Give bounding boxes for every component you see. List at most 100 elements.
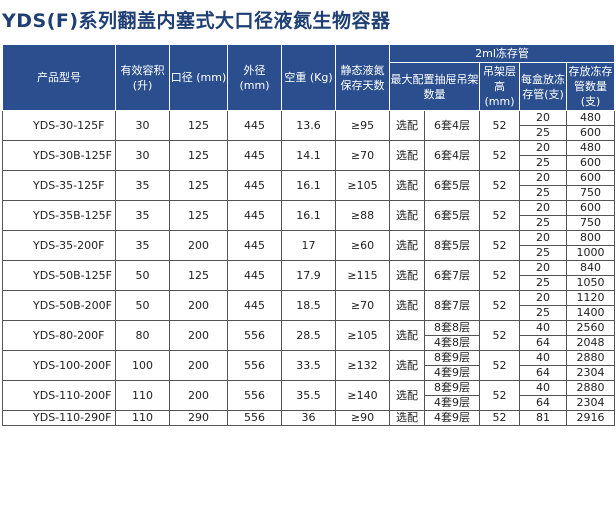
outer-cell: 445 [227, 290, 282, 321]
volume-cell: 110 [115, 410, 170, 426]
volume-cell: 35 [115, 230, 170, 261]
volume-cell: 30 [115, 110, 170, 141]
rack-height-cell: 52 [479, 380, 520, 411]
per-box-cell: 20 [519, 260, 567, 276]
rack-config-cell: 4套9层 [424, 410, 480, 426]
rack-config-cell: 6套5层 [424, 170, 480, 201]
rack-height-cell: 52 [479, 320, 520, 351]
rack-config-cell: 8套8层 [424, 320, 480, 336]
capacity-cell: 2880 [565, 350, 616, 366]
model-cell: YDS-50B-200F [2, 290, 116, 321]
outer-cell: 445 [227, 170, 282, 201]
rack-height-cell: 52 [479, 170, 520, 201]
model-cell: YDS-30B-125F [2, 140, 116, 171]
capacity-cell: 2916 [565, 410, 616, 426]
capacity-cell: 1050 [565, 275, 616, 291]
table-row: YDS-30-125F 30 125 445 13.6 ≥95 选配 6套4层 52 20 480 [2, 110, 616, 141]
header-group: 2ml冻存管 [388, 44, 616, 63]
hold-cell: ≥70 [335, 290, 390, 321]
table-row: 25 1400 [3, 305, 616, 321]
weight-cell: 35.5 [281, 380, 336, 411]
header-volume: 有效容积 (升) [115, 44, 170, 111]
per-box-cell: 25 [519, 155, 567, 171]
header-weight: 空重 (Kg) [281, 44, 336, 111]
per-box-cell: 25 [519, 185, 567, 201]
weight-cell: 33.5 [281, 350, 336, 381]
capacity-cell: 2880 [565, 380, 616, 396]
table-row: 25 1050 [3, 275, 616, 291]
spec-table: 产品型号 有效容积 (升) 口径 (mm) 外径 (mm) 空重 (Kg) 静态… [2, 44, 616, 426]
per-box-cell: 20 [519, 290, 567, 306]
hold-cell: ≥90 [335, 410, 390, 426]
model-cell: YDS-110-200F [2, 380, 116, 411]
model-cell: YDS-80-200F [2, 320, 116, 351]
capacity-cell: 480 [565, 110, 616, 126]
table-row: 25 750 [3, 185, 616, 201]
weight-cell: 16.1 [281, 170, 336, 201]
weight-cell: 14.1 [281, 140, 336, 171]
capacity-cell: 2560 [565, 320, 616, 336]
neck-cell: 200 [169, 380, 228, 411]
per-box-cell: 25 [519, 125, 567, 141]
capacity-cell: 600 [565, 200, 616, 216]
table-row: 4套8层 64 2048 [3, 335, 616, 351]
table-row: YDS-35B-125F 35 125 445 16.1 ≥88 选配 6套5层 52 20 600 [2, 200, 616, 231]
neck-cell: 200 [169, 230, 228, 261]
rack-config-cell: 8套9层 [424, 350, 480, 366]
volume-cell: 35 [115, 170, 170, 201]
option-cell: 选配 [389, 350, 425, 381]
hold-cell: ≥60 [335, 230, 390, 261]
weight-cell: 16.1 [281, 200, 336, 231]
hold-cell: ≥70 [335, 140, 390, 171]
volume-cell: 110 [115, 380, 170, 411]
volume-cell: 35 [115, 200, 170, 231]
rack-config-cell: 6套4层 [424, 110, 480, 141]
per-box-cell: 81 [519, 410, 567, 426]
rack-config-cell: 4套9层 [424, 365, 480, 381]
header-max-config: 最大配置抽屉吊架数量 [389, 62, 480, 111]
capacity-cell: 2048 [565, 335, 616, 351]
option-cell: 选配 [389, 290, 425, 321]
rack-config-cell: 6套5层 [424, 200, 480, 231]
neck-cell: 200 [169, 320, 228, 351]
capacity-cell: 2304 [565, 365, 616, 381]
per-box-cell: 64 [519, 365, 567, 381]
model-cell: YDS-35-200F [2, 230, 116, 261]
option-cell: 选配 [389, 200, 425, 231]
capacity-cell: 480 [565, 140, 616, 156]
spec-table-body: YDS-30-125F 30 125 445 13.6 ≥95 选配 6套4层 52 20 480 2… [2, 110, 616, 426]
rack-config-cell: 4套8层 [424, 335, 480, 351]
rack-height-cell: 52 [479, 230, 520, 261]
rack-height-cell: 52 [479, 410, 520, 426]
header-per-box: 每盒放冻存管(支) [519, 62, 567, 111]
per-box-cell: 25 [519, 275, 567, 291]
hold-cell: ≥88 [335, 200, 390, 231]
weight-cell: 28.5 [281, 320, 336, 351]
capacity-cell: 1400 [565, 305, 616, 321]
weight-cell: 18.5 [281, 290, 336, 321]
table-row: YDS-110-200F 110 200 556 35.5 ≥140 选配 8套9层 52 40 2… [2, 380, 616, 411]
page-title: YDS(F)系列翻盖内塞式大口径液氮生物容器 [2, 10, 391, 32]
neck-cell: 125 [169, 110, 228, 141]
model-cell: YDS-30-125F [2, 110, 116, 141]
per-box-cell: 40 [519, 380, 567, 396]
hold-cell: ≥140 [335, 380, 390, 411]
outer-cell: 556 [227, 320, 282, 351]
per-box-cell: 25 [519, 215, 567, 231]
option-cell: 选配 [389, 260, 425, 291]
capacity-cell: 750 [565, 215, 616, 231]
rack-height-cell: 52 [479, 200, 520, 231]
neck-cell: 125 [169, 140, 228, 171]
rack-height-cell: 52 [479, 140, 520, 171]
per-box-cell: 64 [519, 335, 567, 351]
rack-config-cell: 8套5层 [424, 230, 480, 261]
per-box-cell: 20 [519, 110, 567, 126]
outer-cell: 556 [227, 410, 282, 426]
neck-cell: 200 [169, 350, 228, 381]
volume-cell: 100 [115, 350, 170, 381]
capacity-cell: 600 [565, 155, 616, 171]
table-row: YDS-100-200F 100 200 556 33.5 ≥132 选配 8套9层 52 40 2… [2, 350, 616, 381]
rack-height-cell: 52 [479, 110, 520, 141]
model-cell: YDS-35B-125F [2, 200, 116, 231]
option-cell: 选配 [389, 410, 425, 426]
